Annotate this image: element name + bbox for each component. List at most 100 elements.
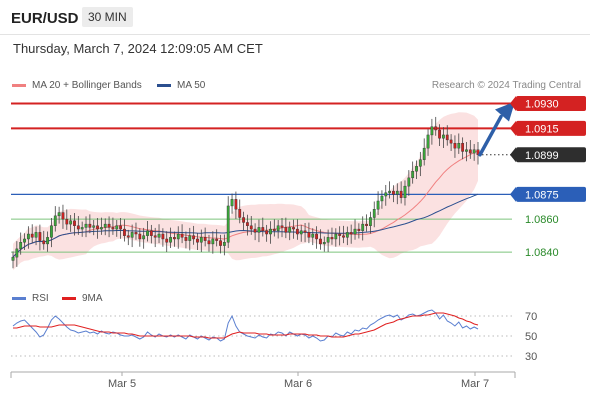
candle-body xyxy=(73,220,76,226)
candle-body xyxy=(80,227,84,230)
candle-body xyxy=(222,242,226,246)
level-label-box xyxy=(516,186,586,202)
candle-body xyxy=(234,199,238,210)
candle-body xyxy=(238,209,242,218)
candle-body xyxy=(246,222,249,226)
candle-body xyxy=(215,238,219,241)
candle-body xyxy=(19,242,23,250)
candle-body xyxy=(342,235,345,238)
bollinger-band-layer xyxy=(13,112,478,271)
candle-body xyxy=(392,190,395,195)
candle-body xyxy=(119,225,122,230)
candle-body xyxy=(303,230,307,233)
rsi-tick-70: 70 xyxy=(525,311,537,323)
candle-body xyxy=(50,225,53,238)
level-label-1.0915: 1.0915 xyxy=(525,123,559,135)
candle-body xyxy=(284,227,288,233)
candle-body xyxy=(261,227,265,231)
candle-body xyxy=(11,256,15,261)
candles-layer xyxy=(11,116,480,269)
candle-body xyxy=(357,228,361,231)
candle-body xyxy=(276,225,280,231)
candle-body xyxy=(430,126,434,136)
candle-body xyxy=(403,185,407,198)
candle-body xyxy=(53,215,57,226)
candle-body xyxy=(476,149,480,155)
candle-body xyxy=(146,230,149,236)
level-label-1.0860: 1.0860 xyxy=(525,214,559,226)
candle-body xyxy=(438,129,441,139)
candle-body xyxy=(407,177,411,187)
candle-body xyxy=(315,233,318,240)
level-label-pointer xyxy=(510,120,516,136)
candle-body xyxy=(130,232,134,238)
timestamp: Thursday, March 7, 2024 12:09:05 AM CET xyxy=(13,41,263,56)
candle-body xyxy=(422,147,426,160)
timeframe-badge[interactable]: 30 MIN xyxy=(82,7,133,27)
rsi-9ma-line xyxy=(13,312,479,339)
candle-body xyxy=(199,237,203,243)
candle-body xyxy=(196,238,199,243)
candle-body xyxy=(226,205,230,243)
candle-body xyxy=(345,232,349,238)
source-credit: Research © 2024 Trading Central xyxy=(431,80,581,91)
candle-body xyxy=(338,233,342,236)
legend-label: 9MA xyxy=(82,293,103,304)
candle-body xyxy=(361,223,365,231)
candle-body xyxy=(111,227,115,230)
candle-body xyxy=(76,225,80,230)
candle-body xyxy=(165,238,169,243)
candle-body xyxy=(69,220,73,225)
time-tick-label: Mar 6 xyxy=(284,378,312,390)
level-label-1.0930: 1.0930 xyxy=(525,99,559,111)
candle-body xyxy=(173,237,176,240)
candle-body xyxy=(34,232,38,238)
level-label-pointer xyxy=(510,147,516,163)
rsi-tick-30: 30 xyxy=(525,351,537,363)
candle-body xyxy=(453,142,457,149)
candle-body xyxy=(449,139,453,144)
candle-body xyxy=(57,212,61,217)
candle-body xyxy=(388,190,392,193)
bollinger-band xyxy=(13,112,478,271)
candle-body xyxy=(123,228,126,236)
candle-body xyxy=(334,233,338,240)
candle-body xyxy=(30,233,34,238)
candle-body xyxy=(326,237,330,243)
legend-item-ma50: MA 50 xyxy=(157,80,205,91)
level-labels-layer: 1.0930 1.0915 1.0899 1.0875 1.0860 1.0840 xyxy=(510,96,586,259)
candle-body xyxy=(61,212,65,220)
candle-body xyxy=(23,238,26,243)
candle-body xyxy=(115,225,119,230)
candle-body xyxy=(426,134,430,149)
candle-body xyxy=(192,235,196,240)
rsi-panel: 70 50 30 xyxy=(11,309,537,363)
candle-body xyxy=(384,192,388,197)
candle-body xyxy=(307,232,311,238)
candle-body xyxy=(253,228,257,233)
candle-body xyxy=(349,232,353,235)
candle-body xyxy=(457,142,461,149)
candle-body xyxy=(472,149,476,154)
candle-body xyxy=(415,166,418,172)
legend-item-9ma: 9MA xyxy=(62,293,103,304)
candle-body xyxy=(96,225,99,230)
candle-body xyxy=(399,190,403,198)
candle-body xyxy=(257,227,261,233)
candle-body xyxy=(92,225,96,228)
level-label-pointer xyxy=(510,96,516,112)
candle-body xyxy=(42,240,46,245)
level-label-1.0840: 1.0840 xyxy=(525,247,559,259)
level-label-pointer xyxy=(510,186,516,202)
candle-body xyxy=(292,227,295,230)
candle-body xyxy=(211,238,215,245)
candle-body xyxy=(153,235,157,238)
candle-body xyxy=(295,228,299,235)
candle-body xyxy=(203,237,207,241)
moving-average-layer xyxy=(12,149,479,258)
candle-body xyxy=(461,142,465,152)
candle-body xyxy=(372,209,376,218)
candle-body xyxy=(188,235,192,241)
legend-item-ma20: MA 20 + Bollinger Bands xyxy=(12,80,142,91)
